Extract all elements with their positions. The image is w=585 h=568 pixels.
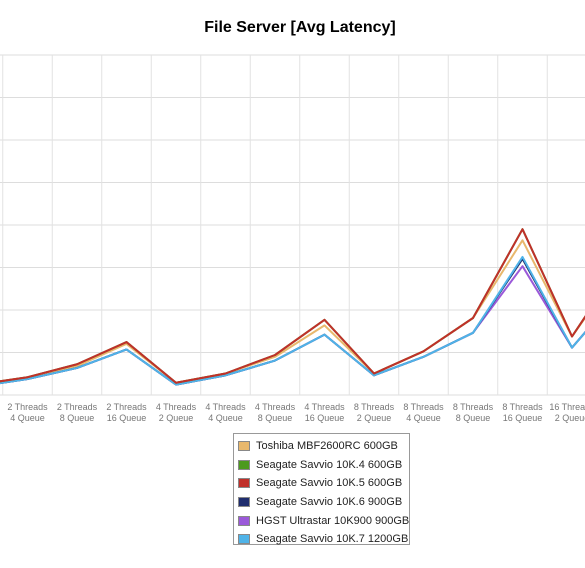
legend-item: Seagate Savvio 10K.7 1200GB xyxy=(238,530,409,549)
x-tick-label: 8 Threads 16 Queue xyxy=(502,402,543,423)
legend-swatch xyxy=(238,534,250,545)
x-tick-label: 4 Threads 8 Queue xyxy=(255,402,296,423)
x-tick-label: 4 Threads 16 Queue xyxy=(304,402,345,423)
series-line-6 xyxy=(0,255,585,386)
legend-swatch xyxy=(238,478,250,489)
legend-item: Seagate Savvio 10K.6 900GB xyxy=(238,493,409,512)
series-line-3 xyxy=(0,228,585,384)
legend-item: Seagate Savvio 10K.5 600GB xyxy=(238,474,409,493)
legend-label: HGST Ultrastar 10K900 900GB xyxy=(256,514,410,527)
x-tick-label: 2 Threads 8 Queue xyxy=(57,402,98,423)
legend-label: Seagate Savvio 10K.4 600GB xyxy=(256,458,403,471)
x-tick-label: 2 Threads 4 Queue xyxy=(7,402,48,423)
legend-label: Seagate Savvio 10K.5 600GB xyxy=(256,477,403,490)
x-tick-label: 8 Threads 8 Queue xyxy=(453,402,494,423)
legend-label: Seagate Savvio 10K.6 900GB xyxy=(256,496,403,509)
x-tick-label: 4 Threads 2 Queue xyxy=(156,402,197,423)
legend: Toshiba MBF2600RC 600GB Seagate Savvio 10… xyxy=(233,433,410,545)
x-tick-label: 8 Threads 2 Queue xyxy=(354,402,395,423)
x-tick-label: 4 Threads 4 Queue xyxy=(205,402,246,423)
x-tick-label: 8 Threads 4 Queue xyxy=(403,402,444,423)
legend-swatch xyxy=(238,497,250,508)
x-tick-label: 2 Threads 16 Queue xyxy=(106,402,147,423)
legend-swatch xyxy=(238,441,250,452)
legend-label: Seagate Savvio 10K.7 1200GB xyxy=(256,533,409,546)
chart-title: File Server [Avg Latency] xyxy=(204,19,396,36)
series-line-1 xyxy=(0,239,585,384)
grid xyxy=(0,54,585,396)
legend-item: Toshiba MBF2600RC 600GB xyxy=(238,437,409,456)
legend-swatch xyxy=(238,459,250,470)
legend-swatch xyxy=(238,515,250,526)
legend-label: Toshiba MBF2600RC 600GB xyxy=(256,440,398,453)
legend-item: HGST Ultrastar 10K900 900GB xyxy=(238,511,409,530)
series-lines xyxy=(0,228,585,386)
legend-item: Seagate Savvio 10K.4 600GB xyxy=(238,456,409,475)
